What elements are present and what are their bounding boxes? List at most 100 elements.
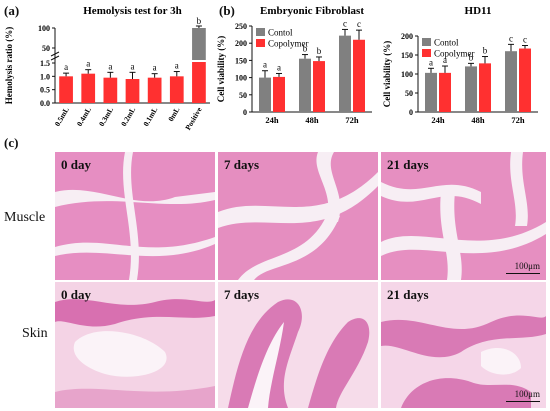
chart-a-bar (192, 62, 206, 103)
chart-b-hd11-ytick-label: 0 (409, 108, 413, 117)
chart-b-hd11-ytick-label: 200 (401, 32, 413, 41)
chart-b-hd11-bar (465, 66, 477, 112)
chart-b-hd11-sig-letter: b (483, 46, 488, 56)
chart-b-hd11-xtick-label: 48h (471, 115, 485, 125)
chart-b-hd11-xtick-label: 24h (431, 115, 445, 125)
skin-scale-label: 100μm (514, 389, 540, 399)
chart-b-fibroblast-legend-label: Copolymer (268, 39, 309, 49)
muscle-scale-bar (506, 273, 540, 274)
chart-b-hd11-legend-label: Copolymer (434, 49, 475, 59)
chart-b-fibroblast-title: Embryonic Fibroblast (260, 5, 364, 17)
chart-a-sig-letter: a (153, 63, 157, 73)
chart-a-ytick-label: 0.0 (40, 99, 50, 108)
panel-label-c: (c) (4, 135, 19, 150)
chart-b-fibroblast-bar (339, 35, 351, 112)
chart-a-xtick-label: 0.1mL (141, 106, 159, 128)
chart-a-xtick-label: Positive (183, 105, 204, 132)
skin-day7-label: 7 days (224, 287, 260, 302)
chart-a-xtick-label: 0.5mL (53, 106, 71, 128)
chart-b-hd11-sig-letter: b (469, 52, 474, 62)
chart-b-fibroblast-legend-swatch (256, 39, 265, 47)
chart-b-fibroblast-sig-letter: a (277, 62, 281, 72)
muscle-tissue-illustration (218, 152, 378, 280)
chart-b-hd11-sig-letter: a (443, 55, 447, 65)
chart-a-bar (81, 73, 96, 103)
chart-a-xtick-label: 0.4mL (75, 106, 93, 128)
muscle-day0-image: 0 day (55, 152, 215, 280)
chart-b-hd11-bar (439, 72, 451, 112)
chart-b-fibroblast-sig-letter: c (357, 19, 361, 29)
skin-tissue-illustration (55, 282, 215, 408)
chart-b-fibroblast-sig-letter: c (343, 18, 347, 28)
chart-a-xtick-label: 0.3mL (97, 106, 115, 128)
chart-b-fibroblast-sig-letter: b (303, 44, 308, 54)
muscle-scale-label: 100μm (514, 261, 540, 271)
chart-a-sig-letter: a (131, 61, 135, 71)
chart-a-ytick-label: 50 (42, 44, 50, 53)
chart-a-sig-letter: b (197, 16, 202, 26)
chart-b-hd11-sig-letter: a (429, 57, 433, 67)
skin-day21-label: 21 days (387, 287, 429, 302)
chart-a-sig-letter: a (86, 59, 90, 69)
chart-b-fibroblast-bar (353, 39, 365, 113)
chart-a-ylabel: Hemolysis ratio (%) (4, 27, 14, 104)
chart-b-fibroblast-ytick-label: 200 (235, 39, 247, 48)
skin-day7-image: 7 days (218, 282, 378, 408)
skin-tissue-illustration (381, 282, 546, 408)
panel-label-b: (b) (219, 3, 235, 18)
skin-scale-bar (506, 401, 540, 402)
chart-b-fibroblast-ytick-label: 100 (235, 74, 247, 83)
chart-b-fibroblast-ylabel: Cell viability (%) (216, 36, 226, 103)
chart-a-bar (59, 76, 73, 103)
chart-a-title: Hemolysis test for 3h (83, 5, 181, 17)
chart-b-fibroblast-xtick-label: 24h (265, 115, 279, 125)
chart-b-hd11-title: HD11 (465, 5, 492, 17)
chart-a-sig-letter: a (64, 62, 68, 72)
chart-b-fibroblast-sig-letter: a (263, 60, 267, 70)
chart-b-hd11-legend-swatch (422, 49, 431, 57)
chart-b-fibroblast-ytick-label: 250 (235, 22, 247, 31)
bar-charts: Hemolysis test for 3h Hemolysis ratio (%)… (4, 5, 538, 132)
chart-b-hd11-legend-swatch (422, 38, 431, 46)
chart-b-hd11-bar (519, 48, 531, 112)
chart-b-hd11-ytick-label: 50 (405, 89, 413, 98)
chart-a-bar (169, 76, 184, 103)
chart-b-hd11-sig-letter: c (523, 35, 527, 45)
chart-b-fibroblast-sig-letter: b (317, 46, 322, 56)
chart-a-ytick-label: 1.5 (40, 59, 50, 68)
chart-b-fibroblast-xtick-label: 48h (305, 115, 319, 125)
chart-a-bar (125, 79, 140, 103)
row-label-muscle: Muscle (4, 210, 46, 225)
chart-b-hd11-ytick-label: 150 (401, 51, 413, 60)
muscle-tissue-illustration (381, 152, 546, 280)
muscle-day0-label: 0 day (61, 157, 91, 172)
panel-label-a: (a) (4, 3, 20, 18)
chart-a-ytick-label: 1.0 (40, 72, 50, 81)
muscle-day7-image: 7 days (218, 152, 378, 280)
chart-a-ytick-label: 100 (38, 24, 50, 33)
chart-a-bar (147, 77, 162, 103)
chart-b-fibroblast-bar (313, 61, 325, 112)
chart-a-xtick-label: 0.2mL (119, 106, 137, 128)
muscle-day21-label: 21 days (387, 157, 429, 172)
chart-b-fibroblast-xtick-label: 72h (345, 115, 359, 125)
chart-b-hd11-ylabel: Cell viability (%) (382, 41, 392, 108)
chart-b-hd11-bar (425, 72, 437, 112)
muscle-tissue-illustration (55, 152, 215, 280)
chart-a-bar (192, 28, 206, 60)
chart-a-xtick-label: 0mL (166, 106, 181, 123)
chart-a-sig-letter: a (108, 61, 112, 71)
chart-a-bar (103, 77, 118, 103)
skin-day21-image: 21 days 100μm (381, 282, 546, 408)
chart-b-hd11-bar (479, 63, 491, 112)
chart-b-fibroblast-bar (273, 76, 285, 112)
chart-b-hd11-legend-label: Contol (434, 38, 459, 48)
row-label-skin: Skin (22, 326, 48, 341)
chart-a-axis-break (50, 51, 60, 57)
chart-b-hd11-xtick-label: 72h (511, 115, 525, 125)
chart-b-fibroblast-bar (299, 58, 311, 112)
skin-day0-label: 0 day (61, 287, 91, 302)
chart-b-fibroblast-ytick-label: 50 (239, 91, 247, 100)
muscle-day7-label: 7 days (224, 157, 260, 172)
chart-a-sig-letter: a (175, 61, 179, 71)
